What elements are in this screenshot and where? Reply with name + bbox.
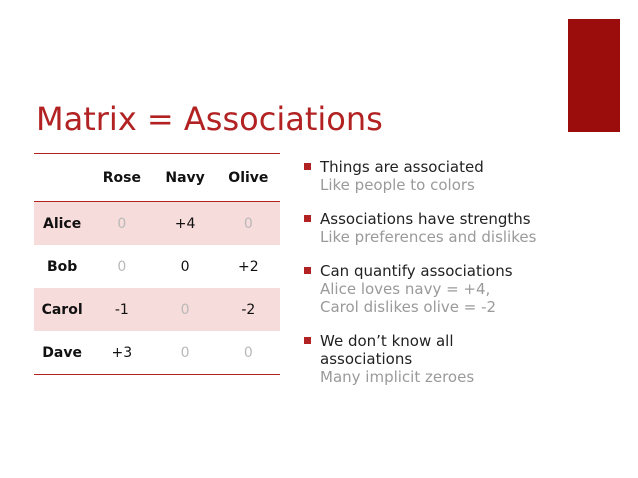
table-cell: 0 bbox=[117, 258, 127, 275]
table-row: Dave +3 0 0 bbox=[34, 331, 280, 375]
row-header: Carol bbox=[34, 288, 91, 331]
table-cell: +3 bbox=[111, 344, 133, 361]
bullet-list: Things are associated Like people to col… bbox=[304, 158, 634, 386]
table-row: Bob 0 0 +2 bbox=[34, 245, 280, 288]
corner-cell bbox=[34, 154, 90, 202]
table-header-row: Rose Navy Olive bbox=[34, 153, 280, 202]
table-row: Carol -1 0 -2 bbox=[34, 288, 280, 331]
table-cell: 0 bbox=[180, 258, 190, 275]
bullet-sub-text: Like people to colors bbox=[320, 176, 475, 194]
bullet-square-icon bbox=[304, 267, 311, 274]
bullet-square-icon bbox=[304, 337, 311, 344]
bullet-item: Associations have strengths Like prefere… bbox=[304, 210, 634, 246]
table-cell: 0 bbox=[90, 201, 154, 245]
table-row: Alice 0 +4 0 bbox=[34, 201, 280, 245]
column-header: Olive bbox=[228, 169, 269, 186]
table-cell: -1 bbox=[90, 288, 154, 331]
bullet-main-text: Can quantify associations bbox=[320, 262, 513, 280]
accent-bar bbox=[568, 19, 620, 132]
column-header: Rose bbox=[102, 169, 141, 186]
bullet-main-text: Associations have strengths bbox=[320, 210, 531, 228]
row-header: Alice bbox=[34, 201, 91, 245]
table-cell: -2 bbox=[216, 288, 280, 331]
column-header: Navy bbox=[165, 169, 205, 186]
slide-title: Matrix = Associations bbox=[36, 100, 383, 138]
bullet-main-text: We don’t know all associations bbox=[320, 332, 454, 368]
table-cell: 0 bbox=[153, 288, 217, 331]
bullet-item: Can quantify associations Alice loves na… bbox=[304, 262, 634, 316]
bullet-square-icon bbox=[304, 215, 311, 222]
bullet-sub-text: Alice loves navy = +4, Carol dislikes ol… bbox=[320, 280, 497, 316]
bullet-item: Things are associated Like people to col… bbox=[304, 158, 634, 194]
table-cell: +2 bbox=[238, 258, 259, 275]
bullet-sub-text: Many implicit zeroes bbox=[320, 368, 475, 386]
bullet-main-text: Things are associated bbox=[320, 158, 484, 176]
table-cell: 0 bbox=[243, 344, 253, 361]
bullet-item: We don’t know all associations Many impl… bbox=[304, 332, 634, 386]
table-cell: +4 bbox=[153, 201, 217, 245]
bullet-square-icon bbox=[304, 163, 311, 170]
association-matrix: Rose Navy Olive Alice 0 +4 0 Bob 0 0 +2 … bbox=[34, 153, 280, 375]
row-header: Dave bbox=[42, 344, 82, 361]
row-header: Bob bbox=[46, 258, 78, 275]
table-cell: 0 bbox=[216, 201, 280, 245]
bullet-sub-text: Like preferences and dislikes bbox=[320, 228, 537, 246]
table-cell: 0 bbox=[180, 344, 190, 361]
